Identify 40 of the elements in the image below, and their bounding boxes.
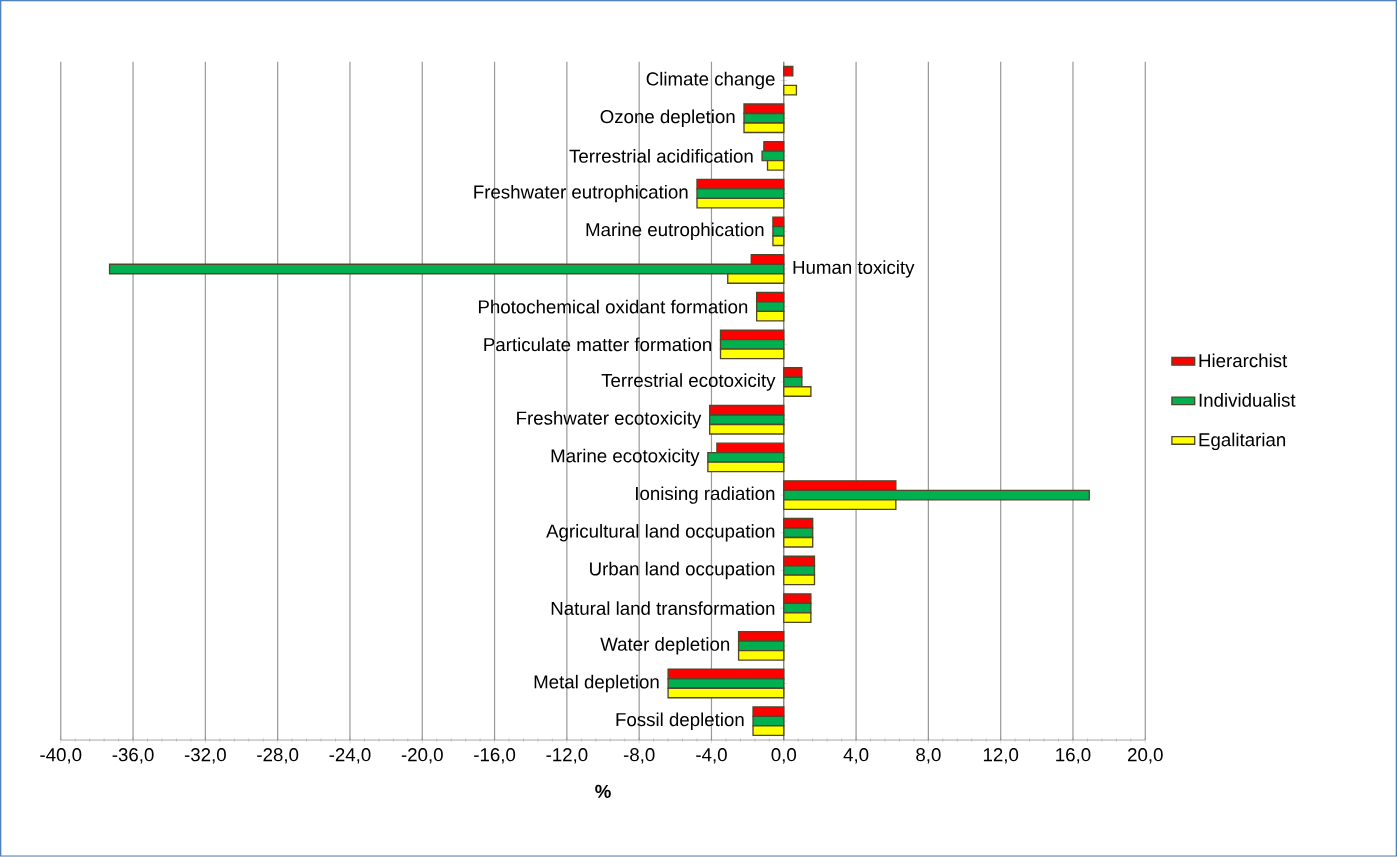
x-tick-label: -28,0 bbox=[257, 748, 299, 764]
x-axis-title: % bbox=[595, 784, 611, 799]
x-tick-label: -24,0 bbox=[329, 748, 371, 764]
x-tick-label: -40,0 bbox=[40, 748, 82, 764]
y-tick-label: Human toxicity bbox=[793, 260, 915, 278]
x-tick-label: -36,0 bbox=[112, 748, 154, 764]
x-tick-label: -16,0 bbox=[474, 748, 516, 764]
bar bbox=[783, 84, 798, 96]
x-tick-label: 16,0 bbox=[1056, 748, 1091, 764]
x-tick-label: 8,0 bbox=[916, 748, 941, 764]
y-tick-label: Ozone depletion bbox=[600, 109, 735, 128]
legend-label: Hierarchist bbox=[1199, 353, 1288, 368]
y-tick-label: Ionising radiation bbox=[636, 486, 775, 504]
x-tick-label: -12,0 bbox=[546, 748, 588, 764]
y-tick-label: Natural land transformation bbox=[551, 601, 775, 616]
x-tick-label: -8,0 bbox=[623, 748, 655, 764]
x-tick-label: 4,0 bbox=[843, 748, 869, 764]
legend-label: Individualist bbox=[1199, 393, 1296, 407]
y-tick-label: Freshwater ecotoxicity bbox=[517, 411, 702, 429]
y-tick-label: Fossil depletion bbox=[616, 712, 744, 731]
y-tick-label: Metal depletion bbox=[534, 674, 659, 693]
y-tick-label: Urban land occupation bbox=[590, 561, 775, 580]
x-tick-label: 0,0 bbox=[771, 748, 797, 764]
y-tick-label: Water depletion bbox=[600, 637, 730, 655]
y-tick-label: Particulate matter formation bbox=[484, 337, 711, 352]
y-tick-label: Climate change bbox=[646, 71, 775, 90]
bar bbox=[783, 65, 794, 77]
y-tick-label: Agricultural land occupation bbox=[546, 524, 775, 542]
y-tick-label: Terrestrial acidification bbox=[569, 149, 753, 163]
x-tick-label: -4,0 bbox=[696, 748, 727, 764]
y-tick-label: Marine ecotoxicity bbox=[551, 448, 700, 467]
legend-label: Egalitarian bbox=[1199, 432, 1286, 451]
y-tick-label: Marine eutrophication bbox=[586, 222, 764, 241]
y-tick-label: Terrestrial ecotoxicity bbox=[601, 373, 776, 391]
y-tick-label: Freshwater eutrophication bbox=[474, 185, 688, 203]
x-tick-label: -32,0 bbox=[184, 748, 226, 764]
x-tick-label: 20,0 bbox=[1128, 748, 1163, 764]
y-tick-label: Photochemical oxidant formation bbox=[478, 299, 748, 314]
x-tick-label: -20,0 bbox=[401, 748, 443, 764]
x-tick-label: 12,0 bbox=[983, 748, 1019, 764]
